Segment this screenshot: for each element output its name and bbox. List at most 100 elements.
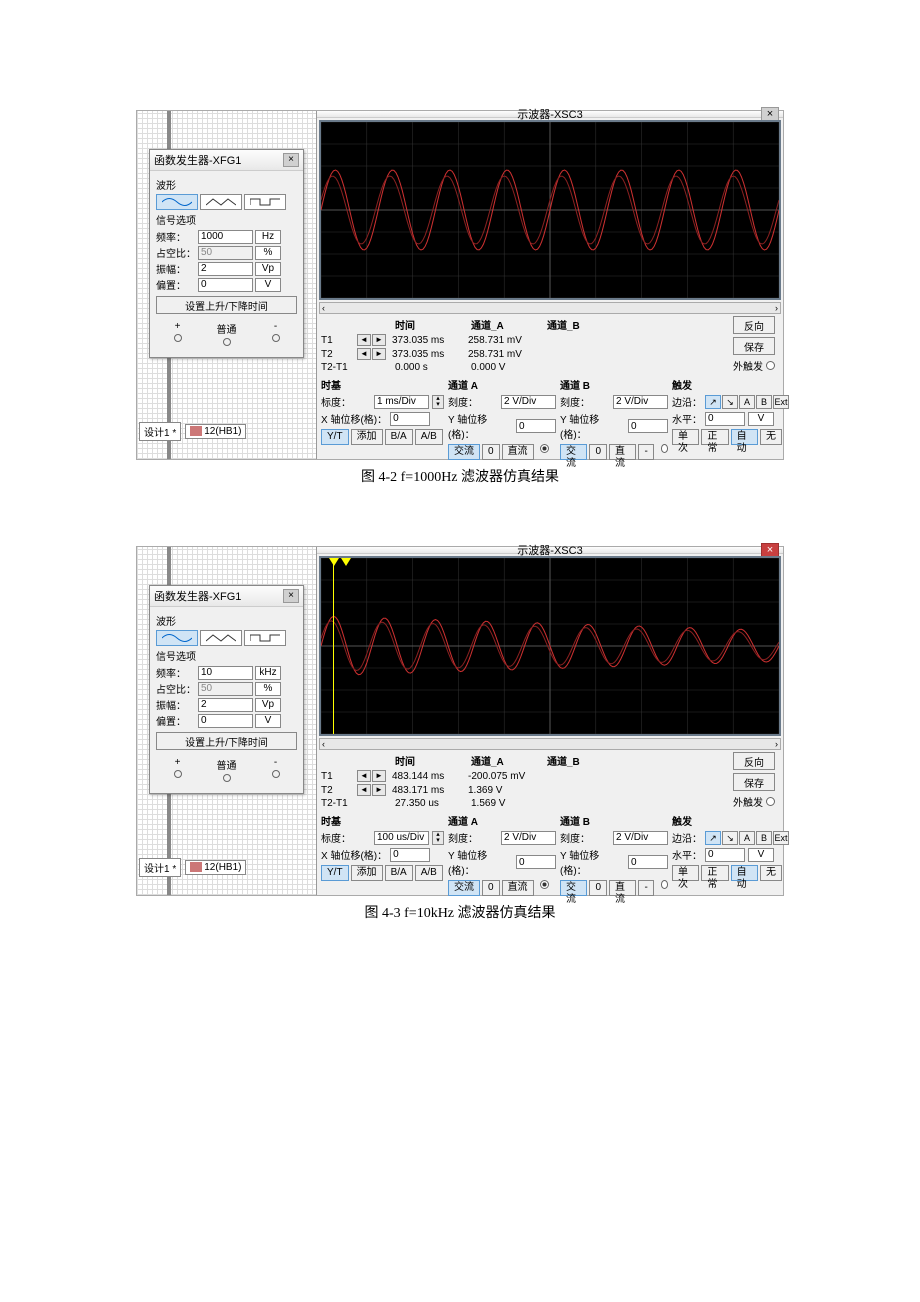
chb-enable-radio[interactable] (661, 880, 668, 889)
edge-3-button[interactable]: B (756, 831, 772, 845)
cha-zero-button[interactable]: 0 (482, 880, 500, 896)
level-unit[interactable]: V (748, 848, 774, 862)
edge-2-button[interactable]: A (739, 831, 755, 845)
square-wave-button[interactable] (244, 630, 286, 646)
cha-scale-input[interactable] (501, 395, 556, 409)
chb-ac-button[interactable]: 交流 (560, 880, 587, 896)
sine-wave-button[interactable] (156, 630, 198, 646)
edge-2-button[interactable]: A (739, 395, 755, 409)
t1-left-button[interactable]: ◄ (357, 770, 371, 782)
offset-input[interactable] (198, 714, 253, 728)
reverse-button[interactable]: 反向 (733, 316, 775, 334)
terminal-common[interactable]: 普通 (217, 321, 237, 349)
save-button[interactable]: 保存 (733, 337, 775, 355)
scope-scrollbar[interactable]: ‹› (319, 738, 781, 750)
frequency-unit[interactable]: Hz (255, 230, 281, 244)
timebase-mode-yt-button[interactable]: Y/T (321, 865, 349, 881)
scope-titlebar[interactable]: 示波器-XSC3 × (317, 111, 783, 118)
frequency-unit[interactable]: kHz (255, 666, 281, 680)
terminal-minus[interactable]: - (272, 757, 280, 785)
timebase-mode-添加-button[interactable]: 添加 (351, 429, 383, 445)
chb-scale-input[interactable] (613, 395, 668, 409)
save-button[interactable]: 保存 (733, 773, 775, 791)
offset-unit[interactable]: V (255, 278, 281, 292)
chb-scale-input[interactable] (613, 831, 668, 845)
reverse-button[interactable]: 反向 (733, 752, 775, 770)
level-input[interactable] (705, 848, 745, 862)
edge-4-button[interactable]: Ext (773, 395, 789, 409)
chb-dc-button[interactable]: 直流 (609, 444, 636, 460)
cha-scale-input[interactable] (501, 831, 556, 845)
timebase-mode-ab-button[interactable]: A/B (415, 429, 443, 445)
timebase-mode-ba-button[interactable]: B/A (385, 865, 413, 881)
cha-dc-button[interactable]: 直流 (502, 444, 534, 460)
timebase-scale-input[interactable] (374, 395, 429, 409)
cha-ypos-input[interactable] (516, 419, 556, 433)
timebase-mode-ba-button[interactable]: B/A (385, 429, 413, 445)
sine-wave-button[interactable] (156, 194, 198, 210)
edge-3-button[interactable]: B (756, 395, 772, 409)
edge-0-button[interactable]: ↗ (705, 395, 721, 409)
frequency-input[interactable] (198, 666, 253, 680)
amplitude-unit[interactable]: Vp (255, 262, 281, 276)
scope-titlebar[interactable]: 示波器-XSC3 × (317, 547, 783, 554)
offset-input[interactable] (198, 278, 253, 292)
triangle-wave-button[interactable] (200, 194, 242, 210)
terminal-plus[interactable]: + (174, 757, 182, 785)
chb-ypos-input[interactable] (628, 419, 668, 433)
square-wave-button[interactable] (244, 194, 286, 210)
chb-zero-button[interactable]: 0 (589, 444, 607, 460)
amplitude-input[interactable] (198, 262, 253, 276)
trigger-0-button[interactable]: 单次 (672, 429, 699, 445)
cha-enable-radio[interactable] (540, 444, 549, 453)
trigger-0-button[interactable]: 单次 (672, 865, 699, 881)
fg-titlebar[interactable]: 函数发生器-XFG1 × (150, 586, 303, 607)
t2-right-button[interactable]: ► (372, 348, 386, 360)
cha-ac-button[interactable]: 交流 (448, 444, 480, 460)
scope-display[interactable] (319, 556, 781, 736)
terminal-minus[interactable]: - (272, 321, 280, 349)
cha-dc-button[interactable]: 直流 (502, 880, 534, 896)
rise-fall-time-button[interactable]: 设置上升/下降时间 (156, 732, 297, 750)
scope-display[interactable] (319, 120, 781, 300)
edge-1-button[interactable]: ↘ (722, 395, 738, 409)
close-icon[interactable]: × (283, 589, 299, 603)
chb-enable-radio[interactable] (661, 444, 668, 453)
xpos-input[interactable] (390, 848, 430, 862)
trigger-1-button[interactable]: 正常 (701, 865, 728, 881)
scope-scrollbar[interactable]: ‹› (319, 302, 781, 314)
t2-right-button[interactable]: ► (372, 784, 386, 796)
design-tab-1[interactable]: 设计1 * (139, 422, 181, 441)
spinner-icon[interactable]: ▴▾ (432, 831, 444, 845)
timebase-mode-ab-button[interactable]: A/B (415, 865, 443, 881)
close-icon[interactable]: × (761, 107, 779, 121)
terminal-common[interactable]: 普通 (217, 757, 237, 785)
rise-fall-time-button[interactable]: 设置上升/下降时间 (156, 296, 297, 314)
trigger-1-button[interactable]: 正常 (701, 429, 728, 445)
level-unit[interactable]: V (748, 412, 774, 426)
close-icon[interactable]: × (761, 543, 779, 557)
edge-4-button[interactable]: Ext (773, 831, 789, 845)
timebase-mode-yt-button[interactable]: Y/T (321, 429, 349, 445)
timebase-scale-input[interactable] (374, 831, 429, 845)
chb-minus-button[interactable]: - (638, 444, 653, 460)
trigger-2-button[interactable]: 自动 (731, 429, 758, 445)
cha-ypos-input[interactable] (516, 855, 556, 869)
close-icon[interactable]: × (283, 153, 299, 167)
t2-left-button[interactable]: ◄ (357, 784, 371, 796)
chb-minus-button[interactable]: - (638, 880, 653, 896)
edge-0-button[interactable]: ↗ (705, 831, 721, 845)
offset-unit[interactable]: V (255, 714, 281, 728)
chb-zero-button[interactable]: 0 (589, 880, 607, 896)
design-tab-2[interactable]: 12(HB1) (185, 424, 246, 439)
amplitude-input[interactable] (198, 698, 253, 712)
chb-dc-button[interactable]: 直流 (609, 880, 636, 896)
cha-zero-button[interactable]: 0 (482, 444, 500, 460)
terminal-plus[interactable]: + (174, 321, 182, 349)
t1-right-button[interactable]: ► (372, 770, 386, 782)
t1-left-button[interactable]: ◄ (357, 334, 371, 346)
trigger-3-button[interactable]: 无 (760, 429, 782, 445)
chb-ac-button[interactable]: 交流 (560, 444, 587, 460)
level-input[interactable] (705, 412, 745, 426)
trigger-3-button[interactable]: 无 (760, 865, 782, 881)
